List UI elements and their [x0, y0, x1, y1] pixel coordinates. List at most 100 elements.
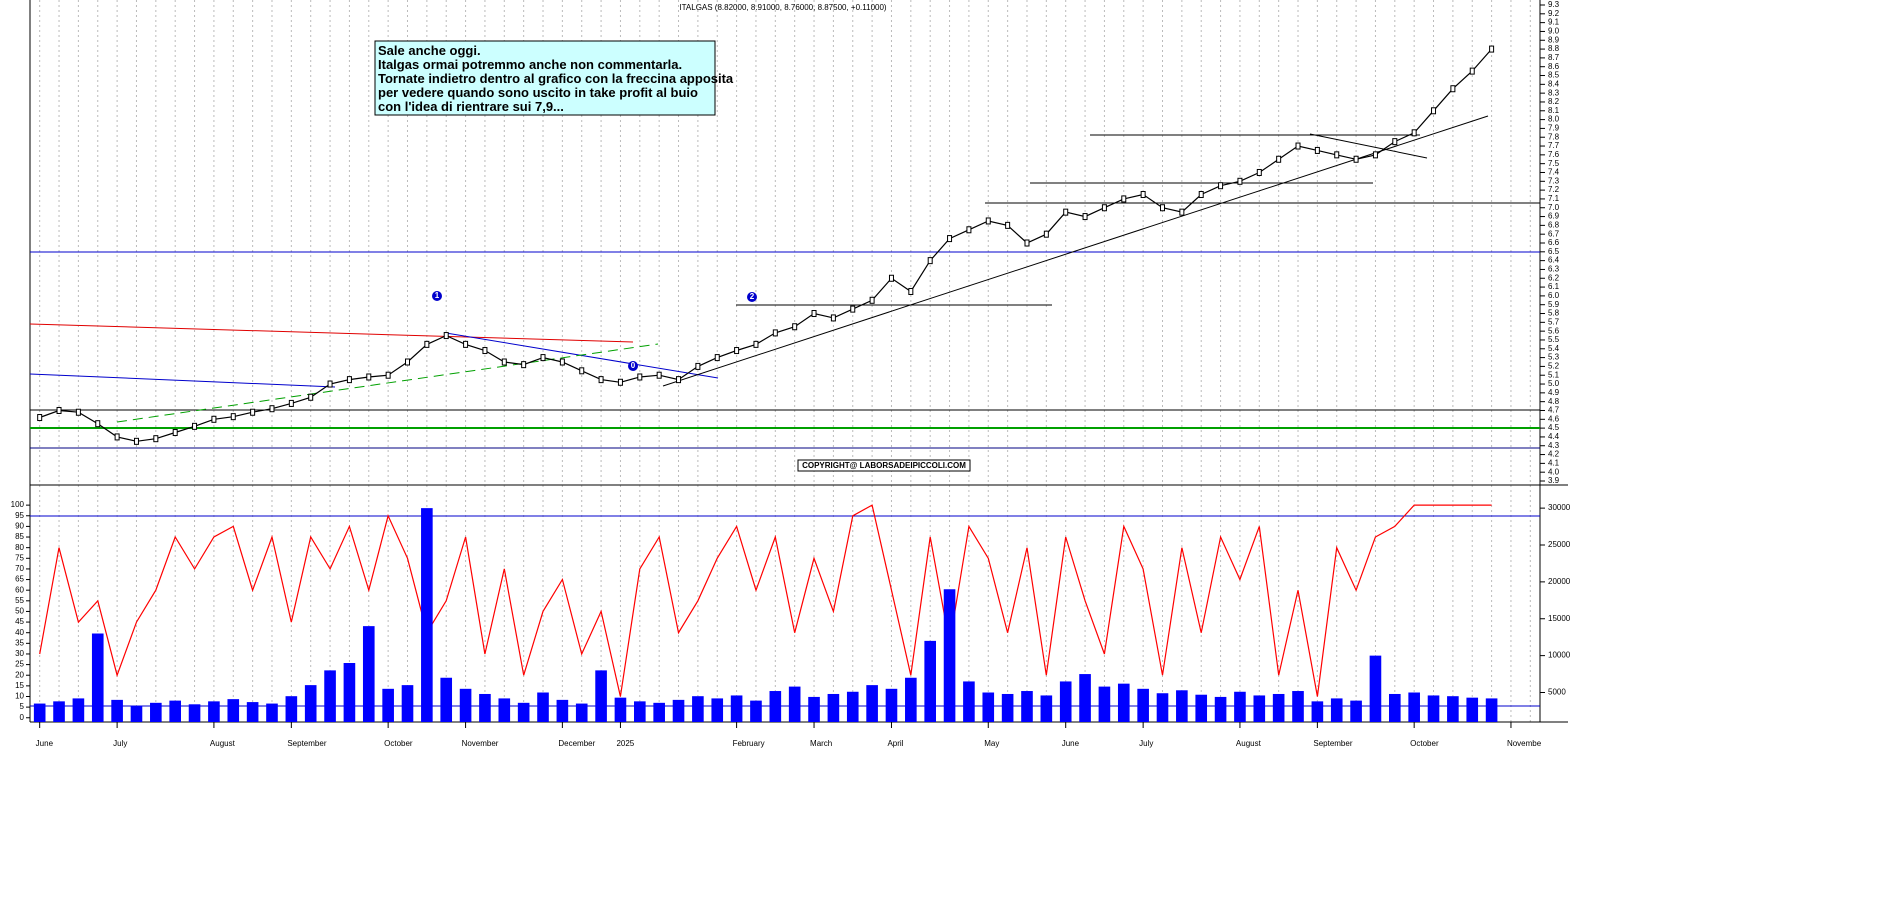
price-point: [656, 371, 662, 379]
y-tick-label: 6.1: [1548, 282, 1560, 291]
y-tick-label: 7.2: [1548, 185, 1560, 194]
volume-bar: [750, 700, 762, 722]
y2-tick-label: 10000: [1548, 651, 1571, 660]
trendline: [29, 373, 336, 388]
volume-bar: [943, 589, 956, 722]
volume-bar: [479, 693, 491, 722]
annotation-line: per vedere quando sono uscito in take pr…: [378, 85, 698, 100]
price-point: [250, 408, 256, 416]
y-tick-label: 7.7: [1548, 141, 1560, 150]
y-tick-label: 5.6: [1548, 326, 1560, 335]
volume-bar: [111, 699, 123, 722]
volume-bar: [1137, 688, 1149, 722]
volume-bar: [537, 692, 549, 722]
price-point: [1314, 146, 1320, 154]
volume-bar: [1059, 681, 1072, 722]
volume-bar: [1156, 693, 1169, 722]
trendline: [445, 332, 719, 379]
y-tick-label: 8.6: [1548, 62, 1560, 71]
volume-bar: [982, 692, 995, 722]
y-tick-label: 5.5: [1548, 335, 1560, 344]
volume-bar: [556, 699, 569, 722]
x-tick-label: August: [210, 739, 236, 748]
volume-bar: [33, 703, 46, 722]
y2-tick-label: 20000: [1548, 577, 1571, 586]
price-point: [1450, 85, 1456, 93]
x-tick-label: Novembe: [1507, 739, 1542, 748]
price-point: [772, 329, 778, 337]
price-point: [830, 314, 836, 322]
price-point: [540, 354, 546, 362]
price-point: [288, 399, 294, 407]
y-tick-label: 6.3: [1548, 265, 1560, 274]
price-point: [1121, 195, 1127, 203]
marker-label: 2: [750, 292, 755, 301]
volume-bar: [130, 705, 143, 722]
y-tick-label: 8.2: [1548, 97, 1560, 106]
y-tick-label: 4.5: [1548, 423, 1560, 432]
volume-bar: [1176, 690, 1188, 722]
price-point: [37, 414, 43, 422]
price-point: [559, 358, 565, 366]
price-point: [1353, 155, 1359, 163]
grid: [39, 0, 1531, 722]
volume-bar: [1195, 694, 1208, 722]
y-tick-label: 5.7: [1548, 317, 1560, 326]
y-tick-label: 7.4: [1548, 168, 1560, 177]
price-point: [908, 287, 914, 295]
y-tick-label: 6.0: [1548, 291, 1560, 300]
volume-bar: [614, 697, 627, 722]
y-tick-label: 7.9: [1548, 124, 1560, 133]
price-point: [133, 437, 139, 445]
price-point: [327, 380, 333, 388]
y-tick-label: 9.2: [1548, 9, 1560, 18]
price-point: [1392, 138, 1398, 146]
price-point: [811, 310, 817, 318]
volume-bar: [169, 700, 181, 722]
copyright-box: [797, 459, 971, 472]
volume-bar: [1117, 683, 1130, 722]
price-point: [1411, 129, 1417, 137]
y-tick-label: 6.4: [1548, 256, 1560, 265]
price-point: [695, 362, 701, 370]
volume-bar: [1350, 700, 1362, 722]
price-point: [1063, 208, 1069, 216]
y2-tick-label: 5000: [1548, 688, 1566, 697]
marker: [432, 291, 442, 301]
y-tick-label: 6.9: [1548, 212, 1560, 221]
price-point: [1276, 155, 1282, 163]
x-tick-label: February: [733, 739, 765, 748]
x-tick-label: October: [1410, 739, 1439, 748]
y-tick-label: 90: [15, 522, 24, 531]
volume-bar: [846, 691, 859, 722]
y-tick-label: 85: [15, 532, 24, 541]
trendline: [29, 323, 634, 343]
volume-bar: [905, 677, 917, 722]
trendline: [1309, 133, 1428, 159]
volume-bar: [788, 686, 801, 722]
x-tick-label: August: [1236, 739, 1262, 748]
volume-bar: [1389, 693, 1401, 722]
price-point: [676, 376, 682, 384]
y-tick-label: 30: [15, 649, 24, 658]
volume-bar: [924, 640, 936, 722]
volume-bar: [595, 670, 607, 722]
annotation-box: [374, 40, 716, 116]
y-tick-label: 5.9: [1548, 300, 1560, 309]
volume-bar: [150, 702, 162, 722]
volume-bar: [1369, 655, 1382, 722]
volume-bar: [653, 702, 665, 722]
price-point: [521, 361, 527, 369]
y-tick-label: 8.3: [1548, 88, 1560, 97]
volume-bar: [866, 685, 878, 722]
price-point: [385, 371, 391, 379]
x-tick-label: May: [984, 739, 999, 748]
x-tick-label: July: [113, 739, 127, 748]
volume-bar: [963, 681, 975, 722]
x-tick-label: June: [1062, 739, 1080, 748]
trendline: [662, 115, 1489, 387]
volume-bar: [1021, 691, 1033, 722]
volume-bar: [1427, 695, 1440, 722]
volume-bar: [1408, 692, 1420, 722]
volume-bar: [459, 688, 472, 722]
